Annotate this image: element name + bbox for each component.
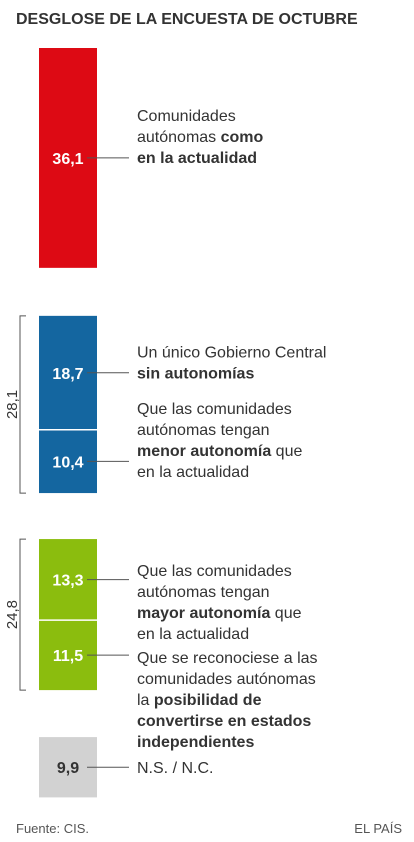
bar-value-label-1: 18,7 [52,366,83,383]
category-description-1: Un único Gobierno Central sin autonomías [137,344,326,382]
group-bracket-0 [19,315,26,494]
category-description-5: N.S. / N.C. [137,760,213,777]
group-total-label-0: 28,1 [4,390,21,419]
chart-title: DESGLOSE DE LA ENCUESTA DE OCTUBRE [16,11,358,28]
group-brackets-layer: 28,1 24,8 [4,315,97,691]
source-note: Fuente: CIS. [16,821,89,836]
category-description-2: Que las comunidades autónomas tengan menor… [137,401,302,481]
category-description-0: Comunidades autónomas como en la actualida… [137,108,264,167]
bars-layer: 36,1 Comunidades autónomas como en la actua… [39,48,326,798]
bar-value-label-0: 36,1 [52,151,83,168]
publisher-credit: EL PAÍS [354,821,402,836]
bar-value-label-4: 11,5 [53,648,83,665]
group-total-label-1: 24,8 [4,600,21,629]
category-description-3: Que las comunidades autónomas tengan mayor… [137,563,302,643]
bar-value-label-2: 10,4 [52,454,83,471]
bar-value-label-5: 9,9 [57,760,79,777]
category-description-4: Que se reconociese a las comunidades autó… [137,650,318,751]
bar-value-label-3: 13,3 [52,573,83,590]
group-bracket-1 [19,538,26,691]
